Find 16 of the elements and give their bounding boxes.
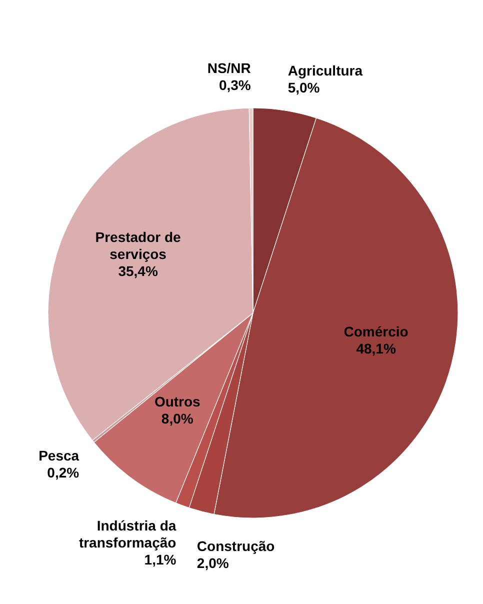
slice-label: Indústria da transformação	[78, 517, 176, 550]
slice-label: Outros	[154, 394, 201, 410]
slice-label: Construção	[196, 538, 275, 554]
data-label: 0,2%	[47, 464, 80, 481]
slice-label: Agricultura	[288, 62, 363, 79]
slice-label: Pesca	[38, 448, 80, 464]
data-label: 8,0%	[161, 410, 194, 427]
data-label: 35,4%	[118, 262, 158, 279]
slice-label: Comércio	[344, 323, 408, 340]
slice-label: Prestador de serviços	[95, 228, 182, 262]
data-label: 1,1%	[144, 551, 177, 568]
slice-label: NS/NR	[207, 60, 251, 76]
data-label: 5,0%	[288, 80, 320, 96]
data-label: 48,1%	[356, 340, 396, 356]
data-label: 0,3%	[218, 77, 252, 94]
data-label: 2,0%	[196, 554, 230, 571]
